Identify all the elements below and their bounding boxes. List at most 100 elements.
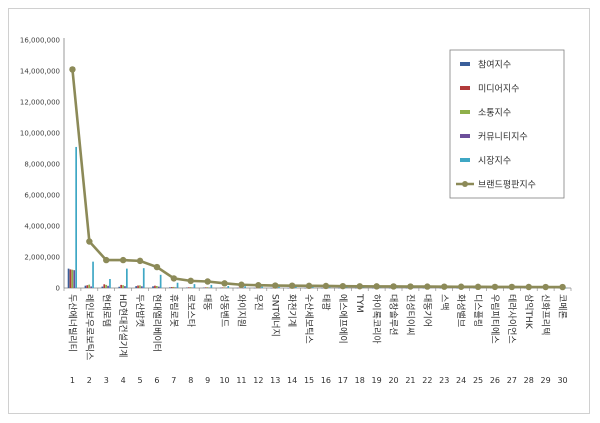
y-tick-label: 2,000,000 [24, 254, 60, 262]
y-tick-label: 6,000,000 [24, 192, 60, 200]
legend-label: 미디어지수 [478, 84, 519, 95]
bar-5 [362, 287, 365, 288]
bar-1 [101, 286, 104, 288]
x-category-label: 레인보우로보틱스 [83, 294, 95, 360]
x-index-label: 10 [219, 376, 229, 385]
brand-reputation-point [221, 280, 228, 287]
brand-reputation-point [86, 238, 93, 245]
bar-2 [120, 284, 122, 288]
x-index-label: 2 [87, 376, 92, 385]
bar-5 [159, 274, 162, 288]
bar-5 [193, 284, 196, 288]
brand-reputation-point [474, 283, 482, 291]
x-index-label: 18 [355, 376, 365, 385]
bar-1 [152, 286, 154, 288]
x-index-label: 3 [104, 376, 109, 385]
x-category-label: SNT에너지 [269, 294, 280, 337]
bar-3 [189, 287, 192, 288]
x-index-label: 5 [138, 376, 143, 385]
brand-reputation-point [69, 66, 76, 73]
bar-4 [124, 286, 126, 288]
legend-label: 참여지수 [478, 59, 511, 71]
brand-reputation-point [322, 282, 330, 290]
y-tick-label: 0 [56, 285, 60, 293]
x-index-label: 9 [205, 376, 210, 385]
brand-reputation-point [272, 282, 279, 289]
brand-reputation-point [356, 283, 363, 290]
brand-reputation-point [491, 283, 499, 291]
brand-reputation-point [424, 283, 431, 290]
x-index-label: 27 [507, 376, 517, 385]
bar-2 [69, 269, 72, 288]
bar-3 [122, 285, 124, 288]
x-category-label: 화성밸브 [455, 294, 466, 327]
x-index-label: 1 [70, 376, 75, 385]
x-category-label: 테라사이언스 [506, 294, 518, 344]
bar-5 [75, 146, 77, 288]
x-category-label: 우진 [252, 294, 263, 311]
x-index-label: 7 [171, 376, 176, 385]
brand-reputation-point [255, 282, 262, 289]
bar-5 [92, 261, 94, 288]
bar-2 [154, 285, 156, 288]
legend-swatch [460, 86, 470, 90]
x-category-label: 디스플링 [472, 294, 484, 327]
legend-label: 시장지수 [478, 156, 511, 167]
bar-3 [71, 269, 74, 288]
bar-4 [141, 286, 143, 288]
brand-reputation-point [187, 277, 194, 285]
brand-reputation-point [153, 263, 161, 271]
brand-reputation-point [441, 283, 448, 290]
x-category-label: 코메론 [557, 294, 568, 319]
chart-frame [8, 8, 590, 414]
brand-reputation-point [525, 283, 532, 291]
legend-swatch [460, 158, 470, 162]
legend-box [449, 49, 565, 199]
bar-5 [176, 282, 179, 288]
bar-3 [139, 285, 141, 288]
y-tick-label: 4,000,000 [24, 223, 60, 231]
x-index-label: 15 [304, 376, 314, 385]
brand-reputation-point [339, 282, 347, 290]
brand-reputation-point [373, 283, 380, 290]
x-index-label: 26 [490, 376, 500, 385]
x-category-label: 대동 [202, 294, 213, 311]
x-category-label: 수산세보틱스 [303, 294, 315, 344]
x-index-label: 29 [541, 376, 551, 385]
brand-reputation-point [305, 282, 313, 290]
bar-2 [171, 287, 173, 288]
x-category-label: 대동기어 [421, 294, 432, 327]
legend-swatch [460, 110, 470, 114]
bar-5 [126, 268, 128, 288]
bar-3 [88, 284, 91, 288]
x-category-label: 휴림로봇 [168, 294, 180, 327]
bar-2 [103, 284, 106, 288]
brand-reputation-point [288, 282, 296, 289]
x-category-label: 두산에너빌리티 [66, 294, 77, 352]
bar-2 [204, 287, 207, 288]
x-index-label: 17 [338, 376, 348, 385]
y-tick-label: 16,000,000 [20, 37, 60, 45]
brand-reputation-point [407, 283, 414, 290]
legend-label: 커뮤니티지수 [478, 132, 528, 143]
bar-5 [244, 286, 246, 288]
x-index-label: 16 [321, 376, 331, 385]
x-category-label: 와이지원 [235, 294, 247, 327]
x-category-label: 성동벤드 [219, 294, 230, 327]
bar-1 [118, 286, 121, 288]
x-category-label: HD현대건설기계 [117, 294, 129, 357]
brand-reputation-point [136, 257, 144, 265]
x-category-label: 에스에프에이 [337, 294, 348, 344]
bar-5 [261, 286, 263, 288]
bar-5 [142, 268, 145, 288]
x-category-label: 태광 [320, 294, 332, 311]
bar-4 [174, 287, 177, 288]
y-tick-label: 10,000,000 [20, 130, 60, 138]
bar-5 [295, 286, 297, 288]
bar-5 [227, 285, 230, 288]
brand-reputation-point [508, 283, 516, 291]
brand-reputation-point [119, 256, 127, 264]
x-category-label: 두산밥캣 [134, 294, 145, 327]
bar-4 [157, 286, 160, 288]
